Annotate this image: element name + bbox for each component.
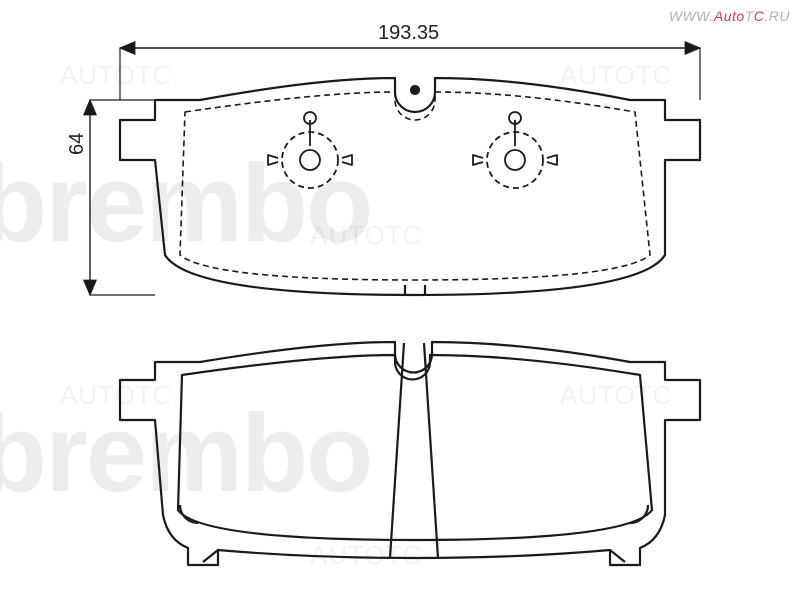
bottom-pad — [120, 342, 700, 565]
drawing-canvas: brembo brembo AUTOTC AUTOTC AUTOTC AUTOT… — [0, 0, 800, 600]
technical-drawing-svg — [0, 0, 800, 600]
top-pad — [120, 78, 700, 295]
